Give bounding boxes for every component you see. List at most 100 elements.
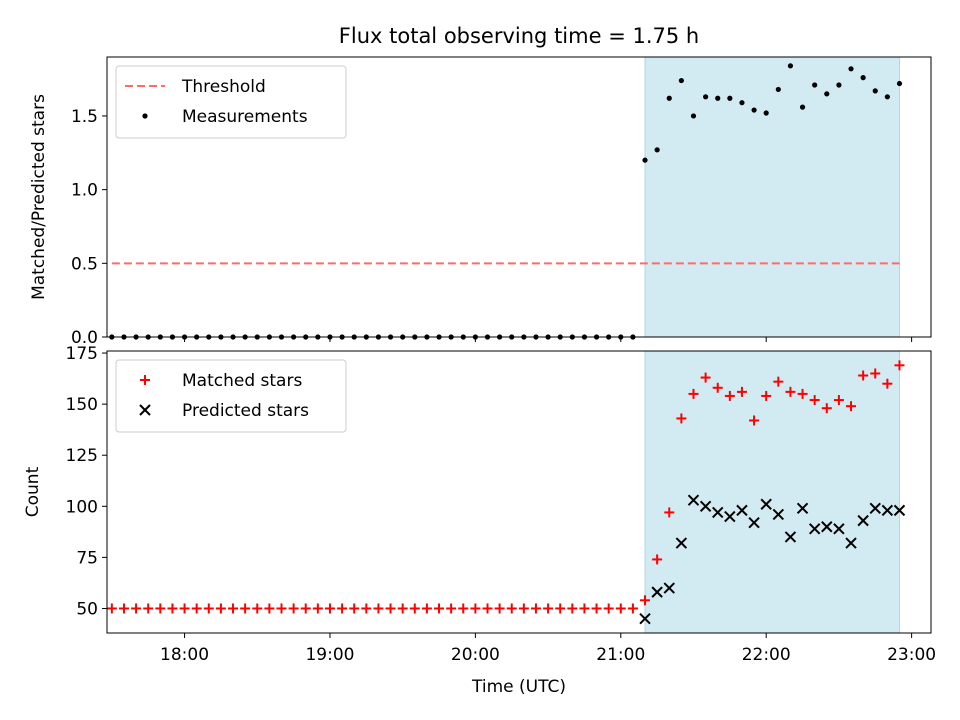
- legend-label: Measurements: [182, 107, 308, 127]
- x-tick-label: 21:00: [596, 645, 645, 665]
- legend-label: Predicted stars: [182, 401, 309, 421]
- matched-stars-point: [567, 603, 578, 614]
- x-mark-b: [772, 508, 785, 521]
- matched-stars-point: [300, 603, 311, 614]
- y-tick-label: 100: [66, 497, 98, 517]
- matched-stars-point: [191, 603, 202, 614]
- measurement-point: [787, 63, 794, 69]
- matched-stars-point: [458, 603, 469, 614]
- predicted-stars-point: [857, 514, 869, 527]
- x-mark-b: [833, 523, 845, 535]
- x-mark-b: [663, 582, 675, 594]
- y-axis-label: Count: [23, 466, 43, 517]
- measurement-point: [896, 80, 903, 87]
- matched-stars-point: [324, 603, 335, 614]
- x-mark-b: [724, 510, 736, 523]
- legend-label: Threshold: [181, 77, 266, 97]
- observing-span: [645, 57, 900, 337]
- ratio-panel: 0.0 0.5 1.0 1.5 Matched/Predicted stars Thres…: [29, 56, 932, 348]
- x-tick-label: 19:00: [305, 645, 354, 665]
- matched-stars-point: [252, 603, 263, 614]
- matched-stars-point: [179, 603, 190, 614]
- predicted-stars-point: [687, 494, 700, 506]
- predicted-stars-point: [796, 502, 809, 515]
- predicted-stars-point: [845, 537, 857, 549]
- predicted-stars-point: [869, 502, 881, 515]
- matched-stars-point: [809, 395, 820, 406]
- matched-stars-point: [688, 388, 699, 399]
- measurement-point: [751, 107, 757, 113]
- predicted-stars-point: [821, 521, 833, 533]
- matched-stars-point: [894, 360, 905, 371]
- matched-stars-point: [373, 603, 384, 614]
- legend-box: [115, 65, 347, 139]
- matched-stars-point: [773, 376, 784, 387]
- x-mark-b: [845, 537, 857, 549]
- count-panel: 50 75 100 125 150 175 Count 18:00 19:00 20:00 21:0…: [23, 344, 936, 665]
- x-tick-label: 20:00: [451, 645, 500, 665]
- matched-stars-point: [761, 390, 772, 401]
- matched-stars-point: [858, 370, 869, 381]
- matched-stars-point: [627, 603, 638, 614]
- x-mark-b: [821, 521, 833, 533]
- measurement-point: [763, 110, 769, 116]
- x-mark-b: [639, 612, 651, 625]
- observing-span: [645, 351, 900, 633]
- measurement-point: [884, 94, 890, 100]
- matched-stars-point: [288, 603, 299, 614]
- measurement-point: [872, 88, 878, 94]
- predicted-stars-point: [724, 510, 736, 523]
- figure-title: Flux total observing time = 1.75 h: [339, 24, 699, 48]
- y-tick-label: 150: [66, 395, 98, 415]
- y-tick-label: 175: [66, 344, 98, 364]
- matched-stars-point: [118, 603, 129, 614]
- predicted-stars-point: [893, 504, 906, 517]
- matched-stars-point: [797, 388, 808, 399]
- matched-stars-point: [712, 382, 723, 393]
- matched-stars-point: [579, 603, 590, 614]
- predicted-stars-point: [881, 504, 894, 517]
- matched-stars-point: [615, 603, 626, 614]
- measurement-point: [848, 66, 854, 72]
- predicted-stars-point: [808, 523, 821, 535]
- predicted-stars-point: [675, 537, 688, 549]
- x-mark-b: [857, 514, 869, 527]
- y-tick-label: 1.0: [71, 181, 98, 201]
- matched-stars-point: [494, 603, 505, 614]
- matched-stars-point: [640, 595, 651, 606]
- matched-stars-point: [409, 603, 420, 614]
- axes-frame: [106, 350, 932, 634]
- matched-stars-point: [397, 603, 408, 614]
- x-tick-label: 22:00: [742, 645, 791, 665]
- matched-stars-point: [518, 603, 529, 614]
- matched-stars-point: [833, 395, 844, 406]
- matched-stars-point: [361, 603, 372, 614]
- matched-stars-point: [530, 603, 541, 614]
- matched-stars-point: [652, 554, 663, 565]
- matched-stars-point: [276, 603, 287, 614]
- matched-stars-point: [700, 372, 711, 383]
- matched-stars-point: [337, 603, 348, 614]
- matched-stars-point: [543, 603, 554, 614]
- x-mark-b: [869, 502, 881, 515]
- measurement-point: [703, 94, 709, 100]
- x-mark-b: [881, 504, 894, 517]
- x-mark-b: [675, 537, 688, 549]
- x-mark-b: [808, 523, 821, 535]
- matched-stars-point: [882, 378, 893, 389]
- matched-stars-point: [421, 603, 432, 614]
- matched-stars-point: [155, 603, 166, 614]
- x-mark-b: [893, 504, 906, 517]
- matched-stars-point: [870, 368, 881, 379]
- matched-stars-point: [749, 415, 760, 426]
- x-mark-b: [760, 498, 772, 510]
- matched-stars-point: [603, 603, 614, 614]
- y-tick-label: 50: [76, 599, 98, 619]
- y-tick-label: 1.5: [71, 107, 98, 127]
- matched-stars-point: [446, 603, 457, 614]
- matched-stars-point: [555, 603, 566, 614]
- predicted-stars-point: [833, 523, 845, 535]
- matched-stars-point: [215, 603, 226, 614]
- matched-stars-point: [676, 413, 687, 424]
